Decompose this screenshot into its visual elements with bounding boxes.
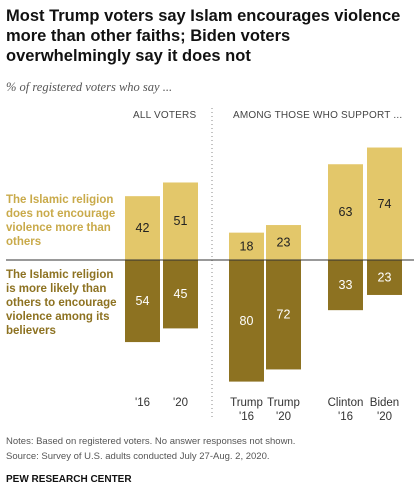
bar-more [125, 260, 160, 343]
value-label-not-more: 42 [136, 221, 150, 235]
value-label-not-more: 18 [240, 239, 254, 253]
bar-more [229, 260, 264, 382]
value-label-more: 54 [136, 294, 150, 308]
x-tick-label: Clinton [328, 397, 364, 409]
value-label-more: 23 [378, 270, 392, 284]
legend-label-not-more: The Islamic religion does not encourage … [6, 194, 116, 248]
value-label-more: 80 [240, 314, 254, 328]
x-tick-label: Trump [230, 397, 263, 409]
page-title: Most Trump voters say Islam encourages v… [6, 7, 401, 65]
bar-more [328, 260, 363, 311]
x-tick-label: '16 [135, 397, 150, 409]
value-label-more: 45 [174, 287, 188, 301]
brand-logo-text: PEW RESEARCH CENTER [6, 474, 132, 485]
bar-not-more [229, 232, 264, 260]
x-tick-label: Trump [267, 397, 300, 409]
x-tick-label: '16 [239, 411, 254, 423]
header-supporters: AMONG THOSE WHO SUPPORT ... [233, 110, 403, 121]
value-label-not-more: 23 [277, 236, 291, 250]
value-label-more: 33 [339, 278, 353, 292]
bar-chart: 42 54 '16 51 45 '20 18 80 Trump '16 23 72 Trump '20 63… [6, 108, 414, 423]
value-label-more: 72 [277, 308, 291, 322]
chart-notes: Notes: Based on registered voters. No an… [6, 434, 295, 464]
value-label-not-more: 74 [378, 197, 392, 211]
x-tick-label: Biden [370, 397, 399, 409]
bar-more [163, 260, 198, 329]
bar-not-more [328, 164, 363, 260]
x-tick-label: '20 [276, 411, 291, 423]
x-tick-label: '20 [377, 411, 392, 423]
value-label-not-more: 63 [339, 205, 353, 219]
bar-not-more [367, 147, 402, 260]
bar-not-more [163, 182, 198, 260]
legend-label-more: The Islamic religion is more likely than… [6, 269, 117, 337]
bar-not-more [266, 225, 301, 260]
bar-more [266, 260, 301, 370]
notes-text: Notes: Based on registered voters. No an… [6, 436, 296, 447]
chart-subtitle: % of registered voters who say ... [6, 80, 173, 94]
bar-not-more [125, 196, 160, 260]
bar-more [367, 260, 402, 295]
x-tick-label: '20 [173, 397, 188, 409]
value-label-not-more: 51 [174, 214, 188, 228]
header-all-voters: ALL VOTERS [133, 110, 197, 121]
source-text: Source: Survey of U.S. adults conducted … [6, 451, 270, 462]
x-tick-label: '16 [338, 411, 353, 423]
